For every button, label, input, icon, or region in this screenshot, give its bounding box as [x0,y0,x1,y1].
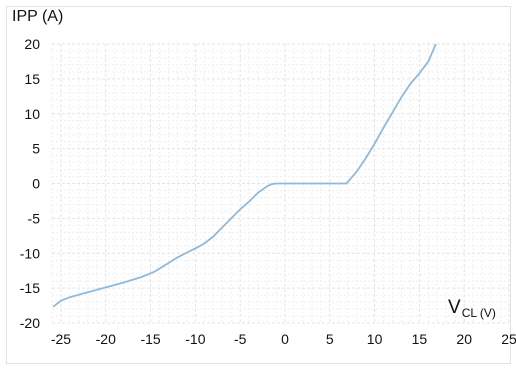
x-tick-label: 5 [326,331,334,347]
x-axis-label-sub: CL (V) [462,306,496,320]
x-tick-label: -25 [51,331,71,347]
x-tick-label: 10 [367,331,383,347]
x-axis-label-main: V [448,297,461,318]
y-tick-label: 5 [32,141,40,157]
y-tick-label: 15 [24,71,40,87]
x-tick-label: -15 [140,331,160,347]
y-tick-label: 0 [32,176,40,192]
y-tick-label: 10 [24,106,40,122]
x-tick-labels: -25 -20 -15 -10 -5 0 5 10 15 20 25 [51,331,516,347]
y-tick-labels: 20 15 10 5 0 -5 -10 -15 -20 [20,36,40,331]
x-tick-label: 15 [412,331,428,347]
x-axis-label: VCL (V) [448,297,496,320]
x-tick-label: 0 [281,331,289,347]
y-axis-label: IPP (A) [12,8,63,25]
x-tick-label: -5 [234,331,247,347]
y-tick-label: -10 [20,245,40,261]
x-tick-label: 25 [501,331,516,347]
x-tick-label: -20 [96,331,116,347]
series-line [52,43,437,308]
x-tick-label: 20 [456,331,472,347]
y-tick-label: -15 [20,280,40,296]
chart-frame [6,6,511,364]
y-tick-label: 20 [24,36,40,52]
x-tick-label: -10 [185,331,205,347]
grid [51,43,510,324]
y-tick-label: -20 [20,315,40,331]
y-tick-label: -5 [28,210,41,226]
